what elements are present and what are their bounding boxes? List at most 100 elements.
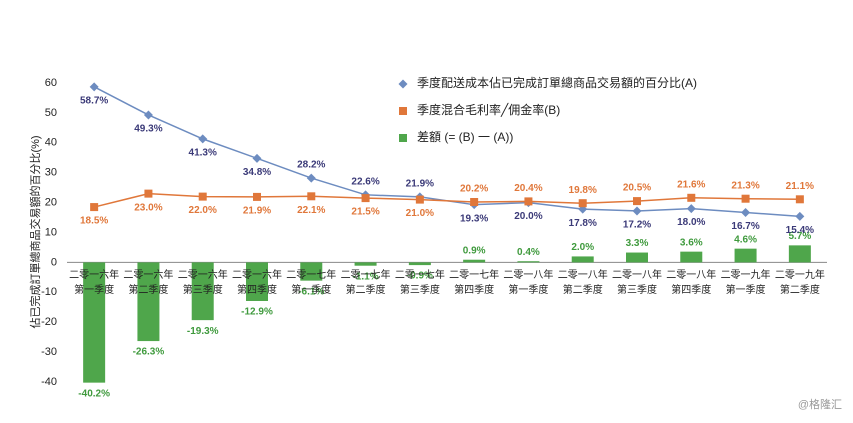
watermark: @格隆汇 — [798, 397, 842, 411]
bar — [300, 262, 323, 281]
value-label: 17.8% — [569, 218, 597, 229]
legend-marker — [398, 79, 408, 89]
value-label: 23.0% — [134, 202, 162, 213]
x-tick-label: 二零一六年 — [123, 268, 173, 281]
value-label: 21.9% — [243, 206, 271, 217]
bar — [83, 262, 106, 383]
value-label: 3.3% — [626, 238, 649, 249]
x-tick-label: 第四季度 — [237, 283, 277, 296]
bar — [246, 262, 268, 301]
y-tick-label: 30 — [45, 167, 57, 179]
x-tick-label: 二零一六年 — [178, 268, 228, 281]
x-tick-label: 第三季度 — [617, 283, 657, 296]
y-axis-title: 佔已完成訂單總商品交易額的百分比(%) — [28, 135, 42, 328]
marker — [307, 192, 316, 201]
value-label: 5.7% — [788, 231, 811, 242]
marker — [741, 207, 751, 217]
value-label: 17.2% — [623, 220, 651, 231]
value-label: 4.6% — [734, 234, 757, 245]
x-tick-label: 二零一七年 — [449, 268, 499, 281]
bar — [680, 251, 703, 263]
y-tick-label: 40 — [45, 137, 57, 149]
x-tick-label: 第三季度 — [183, 283, 223, 296]
marker — [198, 192, 207, 201]
y-tick-label: 20 — [45, 196, 57, 208]
value-label: 22.6% — [351, 176, 379, 187]
value-label: 15.4% — [786, 225, 814, 236]
x-tick-label: 二零一七年 — [395, 268, 445, 281]
bar — [626, 252, 648, 263]
value-label: 21.3% — [731, 180, 759, 191]
legend-label: 差額 (= (B) 一 (A)) — [417, 130, 513, 144]
x-tick-label: 第四季度 — [671, 283, 711, 296]
marker — [361, 194, 370, 203]
x-tick-label: 第二季度 — [780, 283, 820, 296]
marker — [687, 193, 696, 202]
value-label: 28.2% — [297, 160, 325, 171]
marker — [144, 189, 153, 198]
value-label: 21.9% — [406, 179, 434, 190]
marker — [795, 195, 804, 204]
bar — [354, 262, 377, 266]
x-tick-label: 第一季度 — [508, 283, 548, 296]
value-label: 16.7% — [731, 221, 759, 232]
x-tick-label: 二零一八年 — [666, 268, 716, 281]
value-label: 19.8% — [569, 185, 597, 196]
bar — [517, 261, 540, 263]
value-label: 2.0% — [571, 242, 594, 253]
marker — [252, 153, 262, 163]
bar — [734, 248, 757, 263]
marker — [253, 192, 261, 201]
x-tick-label: 第一季度 — [291, 283, 331, 296]
x-tick-label: 第二季度 — [128, 283, 168, 296]
value-label: -26.3% — [133, 347, 165, 358]
x-tick-label: 第二季度 — [563, 283, 603, 296]
y-tick-label: -40 — [41, 376, 57, 388]
marker — [415, 195, 424, 204]
marker — [633, 197, 641, 206]
bar — [137, 262, 160, 342]
marker — [143, 110, 153, 120]
value-label: 21.6% — [677, 179, 705, 190]
x-tick-label: 第二季度 — [346, 283, 386, 296]
x-tick-label: 二零一九年 — [721, 268, 771, 281]
y-tick-label: 50 — [45, 107, 57, 119]
value-label: 22.0% — [189, 205, 217, 216]
value-label: 58.7% — [80, 95, 108, 106]
value-label: 18.5% — [80, 216, 108, 227]
marker — [198, 134, 208, 144]
marker — [632, 206, 642, 216]
x-tick-label: 第一季度 — [74, 283, 114, 296]
value-label: 41.3% — [189, 148, 217, 159]
value-label: 22.1% — [297, 205, 325, 216]
value-label: -12.9% — [241, 307, 273, 318]
marker — [90, 203, 99, 212]
x-tick-label: 二零一九年 — [775, 268, 825, 281]
x-tick-label: 第四季度 — [454, 283, 494, 296]
value-label: -1.1% — [353, 271, 379, 282]
value-label: 20.0% — [514, 211, 542, 222]
value-label: 34.8% — [243, 167, 271, 178]
legend-label: 季度混合毛利率╱佣金率(B) — [417, 102, 560, 117]
value-label: 0.9% — [463, 245, 486, 256]
x-tick-label: 二零一六年 — [69, 268, 119, 281]
y-tick-label: -30 — [41, 346, 57, 358]
bar — [463, 259, 486, 263]
y-tick-label: 0 — [51, 256, 57, 268]
bar — [191, 262, 214, 321]
value-label: 20.4% — [514, 183, 542, 194]
marker — [306, 173, 316, 183]
value-label: 21.1% — [786, 181, 814, 192]
marker — [795, 211, 805, 221]
x-tick-label: 二零一八年 — [558, 268, 608, 281]
value-label: 49.3% — [134, 124, 162, 135]
y-tick-label: 60 — [45, 77, 57, 89]
bar — [408, 262, 431, 266]
bar — [788, 245, 811, 263]
x-tick-label: 第一季度 — [726, 283, 766, 296]
marker — [524, 197, 533, 206]
marker — [578, 199, 587, 208]
x-tick-label: 二零一七年 — [286, 268, 336, 281]
value-label: 21.5% — [351, 207, 379, 218]
